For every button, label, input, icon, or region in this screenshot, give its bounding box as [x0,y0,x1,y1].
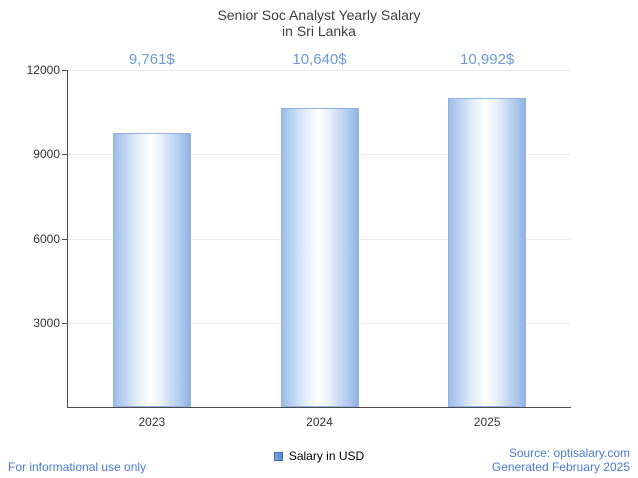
source-block: Source: optisalary.com Generated Februar… [492,446,630,474]
legend-label: Salary in USD [288,449,365,463]
disclaimer-text: For informational use only [8,460,147,474]
plot-area: 3000 6000 9000 12000 9,761$ 2023 10,640$ 2024 10… [27,51,571,429]
source-text: Source: optisalary.com [508,446,630,460]
bar-2024 [280,108,359,407]
y-axis-label: 12000 [26,63,60,77]
chart-title-line-2: in Sri Lanka [282,23,356,39]
legend: Salary in USD [0,449,638,463]
bar-2025 [448,98,527,407]
y-axis-label: 6000 [33,231,60,246]
bar-value-label: 10,992$ [460,51,515,68]
y-axis-label: 9000 [33,147,60,162]
bar-value-label: 10,640$ [292,51,347,68]
y-axis-label: 3000 [33,315,60,330]
generated-text: Generated February 2025 [491,460,630,474]
bar-2023 [112,133,191,407]
y-axis-tick [62,70,68,71]
y-axis-tick [62,154,68,156]
bar-value-label: 9,761$ [128,51,175,68]
x-axis-label: 2024 [306,415,333,429]
y-axis-tick [62,322,68,324]
chart-title-line-1: Senior Soc Analyst Yearly Salary [217,7,421,23]
chart-title: Senior Soc Analyst Yearly Salary in Sri … [0,7,638,39]
y-axis-tick [62,238,68,240]
gridline [68,70,571,71]
legend-swatch-icon [273,451,283,461]
x-axis-label: 2025 [473,415,501,429]
x-axis-label: 2023 [138,415,166,429]
